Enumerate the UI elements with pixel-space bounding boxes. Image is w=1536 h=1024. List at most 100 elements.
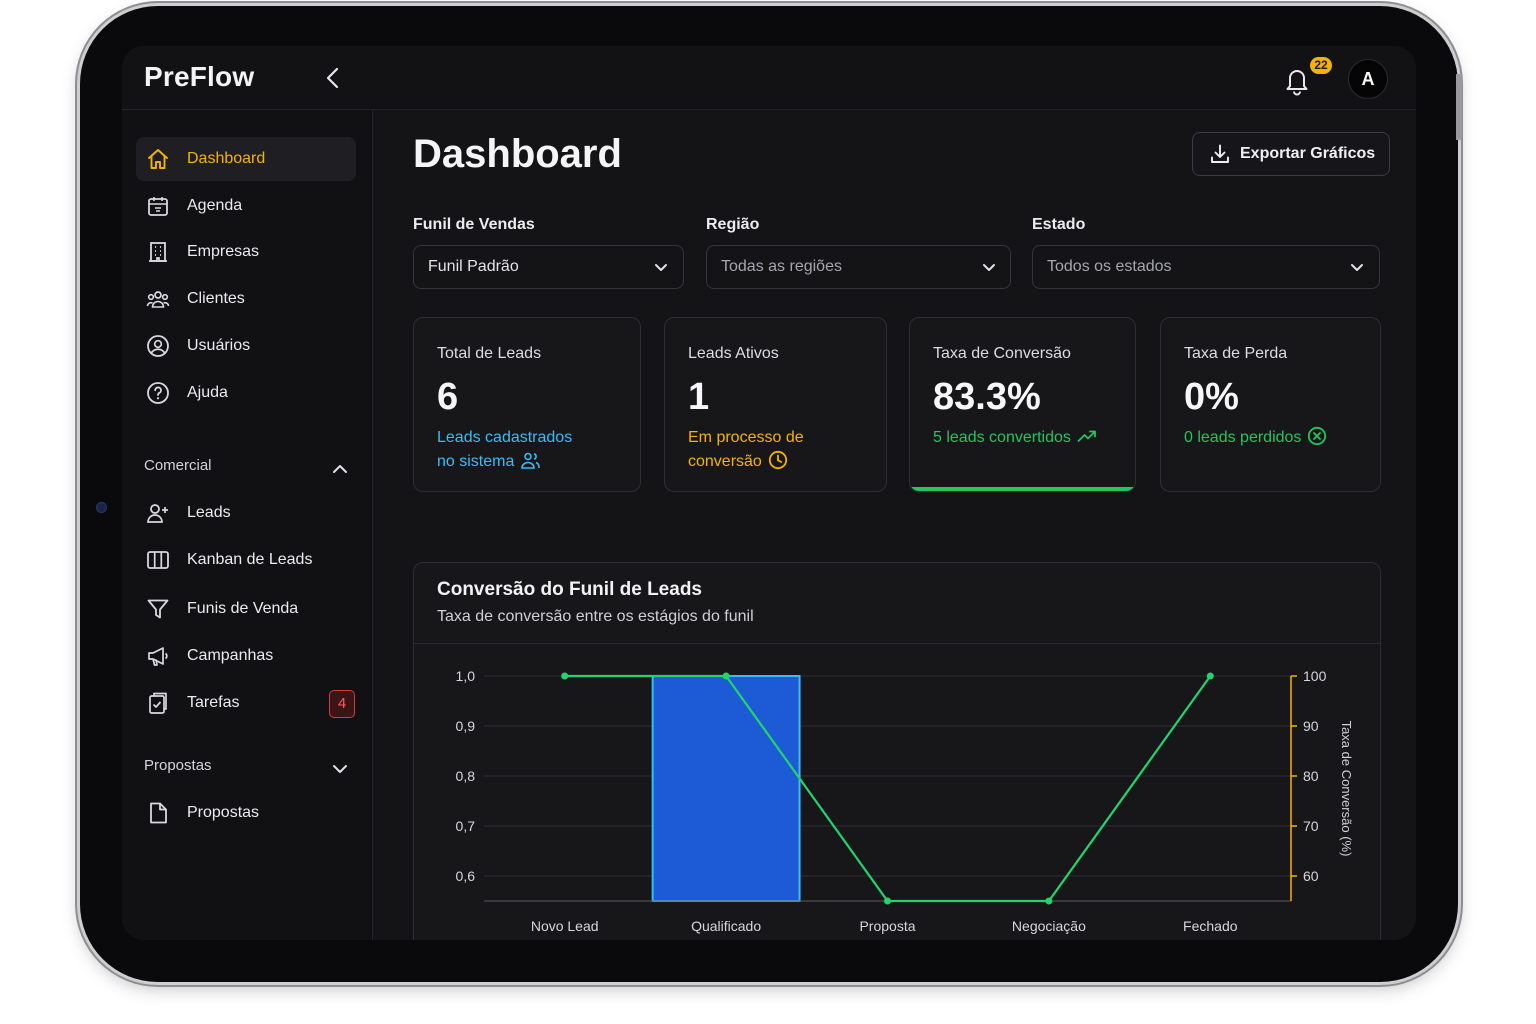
card-value: 1 bbox=[688, 376, 710, 418]
sidebar-item-ajuda[interactable]: Ajuda bbox=[136, 371, 356, 415]
state-select[interactable]: Todos os estados bbox=[1032, 245, 1380, 289]
building-icon bbox=[149, 242, 167, 262]
export-button-label: Exportar Gráficos bbox=[1240, 145, 1376, 162]
card-sub-line: conversão bbox=[688, 453, 762, 470]
sidebar-item-propostas[interactable]: Propostas bbox=[136, 791, 356, 835]
sidebar-item-kanban[interactable]: Kanban de Leads bbox=[136, 538, 356, 582]
card-sub-line: 5 leads convertidos bbox=[933, 429, 1071, 446]
line-point-proposta bbox=[884, 897, 891, 905]
trending-up-icon bbox=[1077, 430, 1096, 442]
x-tick-label: Proposta bbox=[859, 918, 915, 934]
funnel-conversion-chart-card: Conversão do Funil de Leads Taxa de conv… bbox=[413, 562, 1381, 940]
page-title: Dashboard bbox=[413, 132, 622, 176]
chevron-left-icon[interactable] bbox=[320, 64, 346, 92]
top-bar: PreFlow 22 A bbox=[122, 46, 1416, 110]
line-point-fechado bbox=[1206, 672, 1214, 680]
x-circle-icon bbox=[1308, 426, 1327, 446]
card-title: Total de Leads bbox=[437, 345, 542, 362]
avatar[interactable]: A bbox=[1348, 59, 1388, 99]
card-value: 0% bbox=[1184, 376, 1239, 418]
chart-header: Conversão do Funil de Leads Taxa de conv… bbox=[414, 563, 1380, 644]
user-plus-icon bbox=[147, 504, 168, 523]
sidebar-item-label: Dashboard bbox=[187, 150, 266, 167]
sidebar-item-leads[interactable]: Leads bbox=[136, 491, 356, 535]
right-axis-label: Taxa de Conversão (%) bbox=[1339, 721, 1354, 857]
home-icon bbox=[148, 149, 168, 169]
funnel-icon bbox=[147, 599, 169, 619]
kanban-icon bbox=[147, 551, 169, 569]
card-sub-line: Em processo de bbox=[688, 429, 804, 446]
tablet-camera bbox=[96, 502, 107, 513]
section-title-comercial[interactable]: Comercial bbox=[144, 457, 212, 474]
line-point-negociação bbox=[1045, 897, 1053, 905]
app-logo: PreFlow bbox=[144, 61, 255, 92]
x-tick-label: Qualificado bbox=[691, 918, 761, 934]
card-value: 6 bbox=[437, 376, 459, 418]
users-icon bbox=[521, 452, 541, 469]
sidebar-item-label: Agenda bbox=[187, 197, 243, 214]
y-tick-label-right: 100 bbox=[1303, 668, 1327, 684]
card-loss-rate: Taxa de Perda 0% 0 leads perdidos bbox=[1160, 317, 1381, 492]
x-tick-label: Novo Lead bbox=[531, 918, 599, 934]
card-title: Taxa de Conversão bbox=[933, 345, 1071, 362]
section-title-propostas[interactable]: Propostas bbox=[144, 757, 212, 774]
document-icon bbox=[150, 802, 167, 824]
sidebar-item-campanhas[interactable]: Campanhas bbox=[136, 634, 356, 678]
main-content: Dashboard Exportar Gráficos Funil de Ven… bbox=[372, 110, 1416, 940]
sidebar-item-clientes[interactable]: Clientes bbox=[136, 277, 356, 321]
y-tick-label-left: 1,0 bbox=[456, 668, 476, 684]
sidebar-item-empresas[interactable]: Empresas bbox=[136, 230, 356, 274]
line-point-novo lead bbox=[561, 672, 569, 680]
chart-subtitle: Taxa de conversão entre os estágios do f… bbox=[437, 608, 754, 625]
sidebar-item-dashboard[interactable]: Dashboard bbox=[136, 137, 356, 181]
sidebar-item-tarefas[interactable]: Tarefas 4 bbox=[136, 681, 356, 725]
card-subtitle: Leads cadastrados no sistema bbox=[437, 426, 572, 474]
sidebar-item-label: Empresas bbox=[187, 243, 260, 260]
card-highlight-bar bbox=[910, 487, 1135, 491]
card-subtitle: 0 leads perdidos bbox=[1184, 426, 1327, 450]
help-icon bbox=[147, 382, 169, 404]
y-tick-label-left: 0,6 bbox=[456, 868, 476, 884]
sidebar-item-usuarios[interactable]: Usuários bbox=[136, 324, 356, 368]
card-active-leads: Leads Ativos 1 Em processo de conversão bbox=[664, 317, 887, 492]
chart-title: Conversão do Funil de Leads bbox=[437, 579, 702, 600]
sidebar-item-label: Propostas bbox=[187, 804, 260, 821]
sidebar-item-label: Campanhas bbox=[187, 647, 274, 664]
y-tick-label-right: 90 bbox=[1303, 718, 1319, 734]
card-subtitle: 5 leads convertidos bbox=[933, 426, 1097, 450]
sidebar-item-label: Funis de Venda bbox=[187, 600, 299, 617]
sidebar-item-agenda[interactable]: Agenda bbox=[136, 184, 356, 228]
tablet-side-button bbox=[1456, 74, 1462, 140]
calendar-icon bbox=[148, 197, 168, 216]
bell-icon[interactable] bbox=[1282, 64, 1312, 96]
region-select[interactable]: Todas as regiões bbox=[706, 245, 1011, 289]
line-point-qualificado bbox=[722, 672, 730, 680]
card-sub-line: 0 leads perdidos bbox=[1184, 429, 1302, 446]
user-circle-icon bbox=[147, 335, 169, 357]
state-select-placeholder: Todos os estados bbox=[1047, 258, 1172, 275]
clock-icon bbox=[768, 450, 787, 470]
filter-label-state: Estado bbox=[1032, 216, 1086, 233]
app-screen: PreFlow 22 A Dashboard Agenda Empresas C… bbox=[122, 46, 1416, 940]
clipboard-icon bbox=[149, 692, 167, 714]
x-tick-label: Negociação bbox=[1012, 918, 1086, 934]
y-tick-label-left: 0,8 bbox=[456, 768, 476, 784]
funnel-select[interactable]: Funil Padrão bbox=[413, 245, 684, 289]
sidebar-item-label: Leads bbox=[187, 504, 231, 521]
bar-qualificado bbox=[651, 675, 801, 902]
chevron-down-icon bbox=[1351, 264, 1363, 271]
filter-label-funnel: Funil de Vendas bbox=[413, 216, 535, 233]
card-value: 83.3% bbox=[933, 376, 1041, 418]
sidebar-item-funis[interactable]: Funis de Venda bbox=[136, 587, 356, 631]
chevron-down-icon bbox=[655, 264, 667, 271]
sidebar-item-label: Usuários bbox=[187, 337, 251, 354]
funnel-conversion-chart: 1,0 0,9 0,8 0,7 0,6 100 90 80 70 60 Taxa de Conver… bbox=[456, 668, 1354, 934]
chevron-down-icon[interactable] bbox=[330, 759, 350, 779]
notification-badge: 22 bbox=[1310, 57, 1332, 74]
export-charts-button[interactable]: Exportar Gráficos bbox=[1192, 132, 1390, 176]
card-title: Leads Ativos bbox=[688, 345, 779, 362]
y-tick-label-right: 60 bbox=[1303, 868, 1319, 884]
card-title: Taxa de Perda bbox=[1184, 345, 1288, 362]
y-tick-label-right: 70 bbox=[1303, 818, 1319, 834]
chevron-up-icon[interactable] bbox=[330, 459, 350, 479]
